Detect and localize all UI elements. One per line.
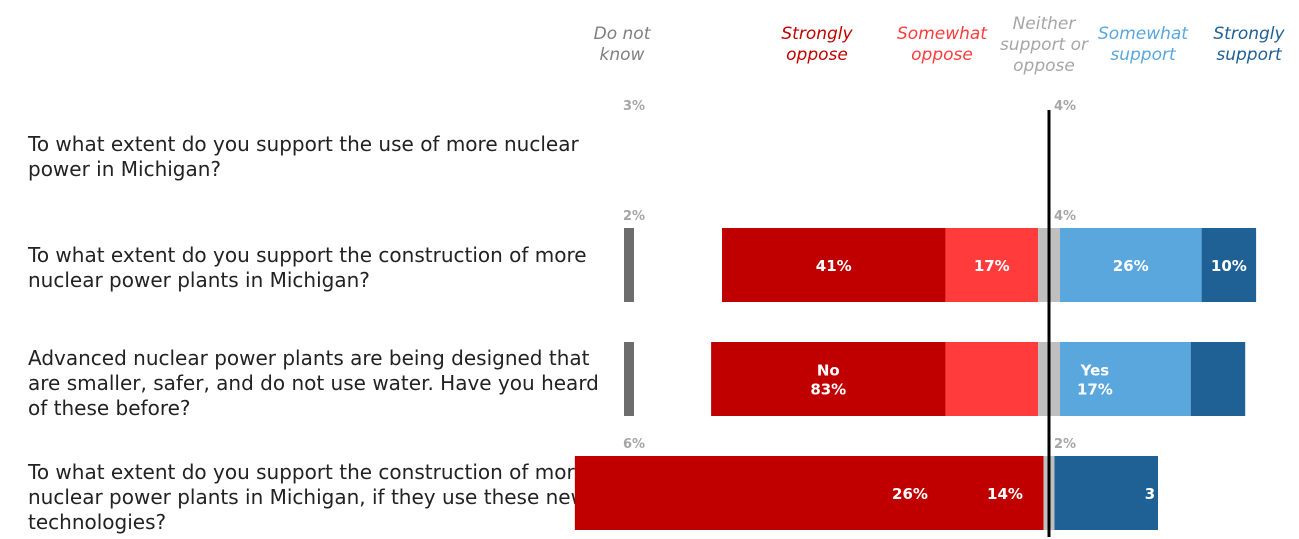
somewhat-oppose-bar-3 [945, 342, 1039, 416]
question-2: To what extent do you support the constr… [28, 243, 587, 292]
dont-know-bar-3 [624, 342, 634, 416]
question-4: To what extent do you support the constr… [28, 460, 587, 534]
strongly-oppose-label-3-0: No [817, 362, 840, 380]
strongly-oppose-inner-label-a-4: 26% [892, 485, 928, 503]
somewhat-support-label-3-0: Yes [1080, 362, 1110, 380]
strongly-support-label-2-0: 10% [1211, 257, 1247, 275]
strongly-oppose-label-3-1: 83% [810, 381, 846, 399]
somewhat-support-bar-3 [1059, 342, 1191, 416]
dont-know-label-4: 6% [623, 437, 645, 452]
dont-know-label-2: 2% [623, 209, 645, 224]
question-1: To what extent do you support the use of… [28, 132, 579, 181]
strongly-support-label-4-0: 3 [1145, 485, 1155, 503]
somewhat-oppose-label-2-0: 17% [974, 257, 1010, 275]
legend-dont-know: Do not know [593, 24, 651, 65]
dont-know-bar-2 [624, 228, 634, 302]
legend-neither: Neither support or oppose [999, 14, 1089, 76]
strongly-support-bar-4 [1054, 456, 1158, 530]
legend-strongly-support: Strongly support [1213, 24, 1285, 65]
question-3: Advanced nuclear power plants are being … [28, 346, 599, 420]
strongly-oppose-bar-3 [711, 342, 946, 416]
somewhat-support-label-3-1: 17% [1077, 381, 1113, 399]
legend-strongly-oppose: Strongly oppose [781, 24, 853, 65]
somewhat-oppose-bar-2 [945, 228, 1039, 302]
strongly-oppose-inner-label-b-4: 14% [987, 485, 1023, 503]
dont-know-label-1: 3% [623, 99, 645, 114]
neither-label-2: 4% [1054, 209, 1076, 224]
strongly-support-bar-2 [1201, 228, 1257, 302]
somewhat-support-bar-2 [1059, 228, 1202, 302]
legend-somewhat-support: Somewhat support [1098, 24, 1188, 65]
somewhat-support-label-2-0: 26% [1113, 257, 1149, 275]
neither-label-1: 4% [1054, 99, 1076, 114]
legend-somewhat-oppose: Somewhat oppose [897, 24, 987, 65]
strongly-oppose-bar-2 [722, 228, 946, 302]
strongly-support-bar-3 [1190, 342, 1246, 416]
neither-label-4: 2% [1054, 437, 1076, 452]
strongly-oppose-bar-4 [574, 456, 1044, 530]
strongly-oppose-label-2-0: 41% [816, 257, 852, 275]
